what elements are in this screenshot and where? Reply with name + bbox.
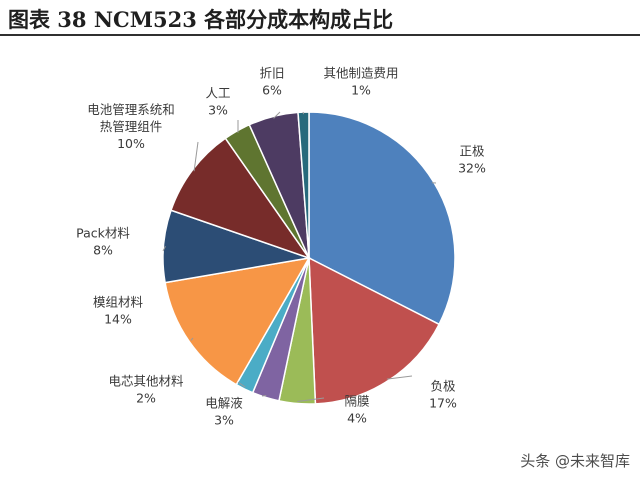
slice-percent-label-10: 1% [351, 83, 371, 98]
slice-name-label-7: 热管理组件 [100, 119, 163, 134]
slice-percent-label-9: 6% [262, 83, 282, 98]
slice-percent-label-1: 17% [429, 396, 457, 411]
slice-name-label-4: 电芯其他材料 [108, 374, 184, 389]
slice-percent-label-6: 8% [93, 243, 113, 258]
slice-name-label-6: Pack材料 [76, 226, 130, 241]
leader-line-10 [303, 112, 304, 114]
slice-percent-label-2: 4% [347, 411, 367, 426]
pie-chart: 正极 32% 负极 17% 隔膜 4% 电解液 3% 电芯其他材料 2% 模组材料 14% Pack材料… [0, 38, 640, 479]
slice-name-label-10: 其他制造费用 [323, 66, 398, 81]
slice-percent-label-7: 10% [117, 136, 145, 151]
slice-percent-label-5: 14% [104, 312, 132, 327]
watermark: 头条 @未来智库 [520, 450, 630, 471]
pie-chart-area: 正极 32% 负极 17% 隔膜 4% 电解液 3% 电芯其他材料 2% 模组材料 14% Pack材料… [0, 38, 640, 479]
slice-percent-label-0: 32% [458, 161, 486, 176]
slice-percent-label-3: 3% [214, 413, 234, 428]
slice-name-label-2: 隔膜 [344, 394, 369, 409]
slice-name-label-0: 正极 [459, 144, 485, 159]
slice-name-label-3: 电解液 [205, 396, 243, 411]
slice-name-label-5: 模组材料 [93, 295, 144, 310]
slice-name-label-1: 负极 [430, 379, 456, 394]
slice-name-label-9: 折旧 [259, 66, 284, 81]
slice-name-label-7: 电池管理系统和 [87, 102, 175, 117]
slice-name-label-8: 人工 [205, 86, 230, 101]
title-underline [0, 34, 640, 36]
chart-title: 图表 38 NCM523 各部分成本构成占比 [8, 4, 393, 34]
leader-line-3 [262, 396, 266, 397]
pie-slices [163, 112, 455, 404]
slice-percent-label-4: 2% [136, 391, 156, 406]
slice-percent-label-8: 3% [208, 103, 228, 118]
